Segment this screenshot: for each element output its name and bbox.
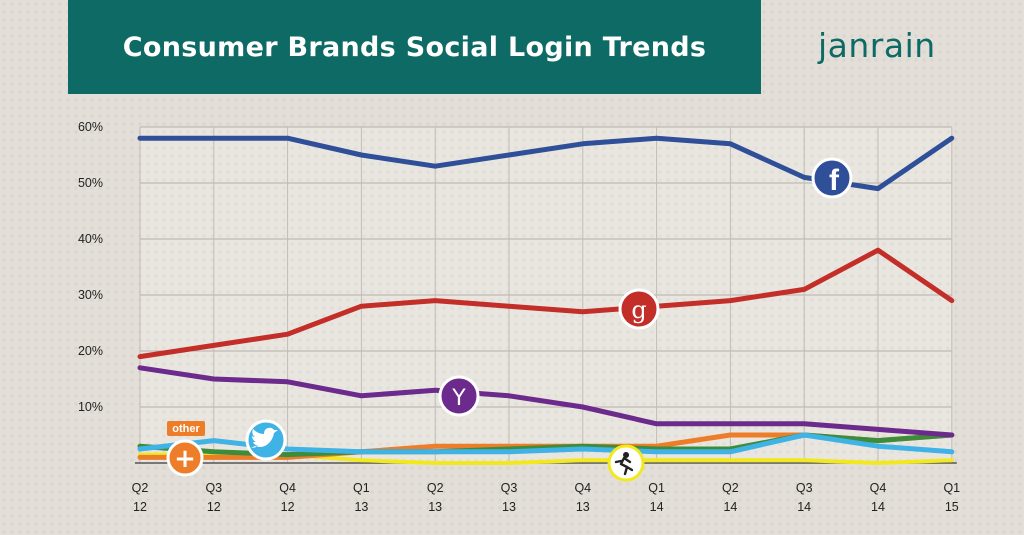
x-tick-label: 13 [576, 500, 590, 514]
x-tick-label: Q3 [205, 481, 222, 495]
x-tick-label: 15 [945, 500, 959, 514]
aol-head [623, 452, 630, 458]
yahoo-glyph: Y [451, 386, 466, 411]
x-tick-label: 12 [281, 500, 295, 514]
x-tick-label: Q1 [943, 481, 960, 495]
series-line-google [137, 247, 955, 360]
facebook-icon: f [811, 157, 853, 199]
x-tick-label: Q1 [353, 481, 370, 495]
twitter-bird-glyph [251, 427, 278, 448]
x-tick-label: Q2 [132, 481, 149, 495]
y-tick-label: 20% [78, 344, 103, 358]
badge-circle [607, 444, 645, 482]
x-tick-label: 12 [133, 500, 147, 514]
y-tick-label: 60% [78, 120, 103, 134]
x-tick-label: Q4 [574, 481, 591, 495]
badge-circle [166, 439, 204, 477]
other-tag-label: other [172, 423, 200, 435]
y-tick-label: 40% [78, 232, 103, 246]
x-tick-label: Q4 [279, 481, 296, 495]
facebook-glyph: f [829, 164, 840, 197]
x-tick-label: Q2 [722, 481, 739, 495]
x-tick-label: 12 [207, 500, 221, 514]
x-tick-label: 14 [723, 500, 737, 514]
x-tick-label: 13 [428, 500, 442, 514]
x-tick-label: 13 [354, 500, 368, 514]
google-glyph: g [631, 296, 646, 324]
x-tick-label: Q3 [501, 481, 518, 495]
chart-title: Consumer Brands Social Login Trends [122, 31, 707, 63]
y-tick-label: 10% [78, 400, 103, 414]
y-tick-label: 50% [78, 176, 103, 190]
twitter-icon [245, 419, 287, 461]
janrain-logo: janrain [818, 26, 936, 65]
x-tick-label: 14 [650, 500, 664, 514]
x-tick-label: 13 [502, 500, 516, 514]
x-tick-label: 14 [797, 500, 811, 514]
other-tag [167, 421, 205, 436]
plus-icon: + [166, 439, 204, 477]
badge-circle [811, 157, 853, 199]
x-tick-label: Q4 [870, 481, 887, 495]
plus-glyph: + [174, 444, 196, 474]
badge-circle [618, 288, 660, 330]
series-line-yahoo [137, 365, 955, 438]
aol-body [614, 456, 634, 476]
x-tick-label: 14 [871, 500, 885, 514]
y-tick-label: 30% [78, 288, 103, 302]
google-icon: g [618, 288, 660, 330]
yahoo-icon: Y [438, 375, 480, 417]
x-tick-label: Q2 [427, 481, 444, 495]
aol-running-man-icon [607, 444, 645, 482]
chart-title-banner: Consumer Brands Social Login Trends [68, 0, 761, 94]
x-tick-label: Q3 [796, 481, 813, 495]
x-tick-label: Q1 [648, 481, 665, 495]
badge-circle [438, 375, 480, 417]
